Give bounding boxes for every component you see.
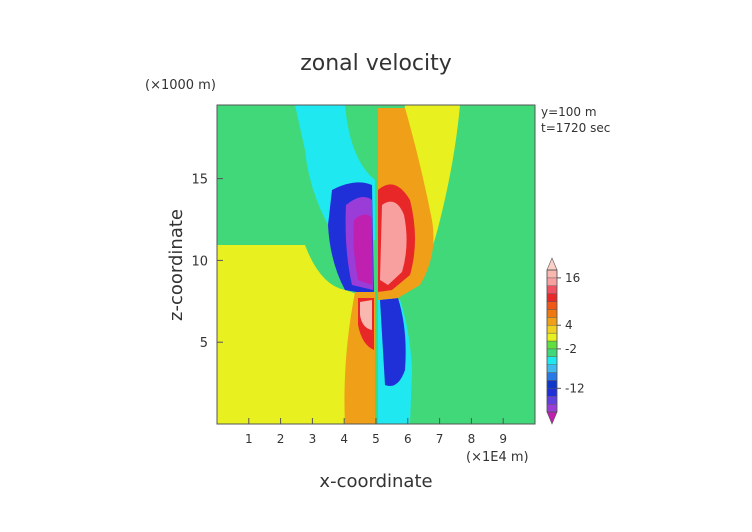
annotation-y: y=100 m (541, 105, 597, 119)
y-axis-ticks: 5 10 15 (191, 173, 223, 351)
colorbar-top-arrow (546, 257, 558, 271)
y-unit-label: (×1000 m) (145, 78, 216, 93)
contour-field (217, 105, 535, 424)
y-tick-label: 15 (191, 173, 208, 188)
colorbar-frame (546, 269, 558, 413)
colorbar-tick-label: 4 (565, 318, 573, 332)
upper-magenta-core (353, 214, 372, 285)
colorbar-segment (546, 380, 558, 389)
lower-left-pink-core (360, 300, 372, 330)
colorbar-segment (546, 372, 558, 381)
x-tick-label: 8 (468, 432, 476, 446)
lower-blue-lobe (380, 298, 406, 386)
colorbar-segment (546, 293, 558, 302)
y-tick-label: 5 (200, 336, 208, 351)
colorbar-segment (546, 356, 558, 365)
colorbar-segment (546, 301, 558, 310)
chart-title: zonal velocity (300, 51, 452, 76)
y-axis-label: z-coordinate (166, 209, 187, 321)
x-tick-label: 5 (372, 432, 380, 446)
colorbar-segment (546, 325, 558, 334)
colorbar-segment (546, 317, 558, 326)
x-tick-label: 9 (499, 432, 507, 446)
x-unit-label: (×1E4 m) (466, 450, 529, 465)
y-tick-label: 10 (191, 254, 208, 269)
colorbar-tick-label: 16 (565, 271, 580, 285)
colorbar-bottom-arrow (546, 411, 558, 425)
x-tick-label: 3 (309, 432, 317, 446)
colorbar-segment (546, 388, 558, 397)
colorbar-segment (546, 277, 558, 286)
x-tick-label: 4 (340, 432, 348, 446)
colorbar-segment (546, 403, 558, 413)
x-tick-label: 6 (404, 432, 412, 446)
colorbar-tick-label: -2 (565, 342, 577, 356)
x-tick-label: 1 (245, 432, 253, 446)
colorbar-segment (546, 364, 558, 373)
x-axis-label: x-coordinate (319, 471, 432, 492)
right-green-region (392, 245, 535, 424)
colorbar: 16 4 -2 -12 (546, 257, 585, 425)
colorbar-segment (546, 348, 558, 357)
lower-left-yellow-region (217, 245, 365, 424)
colorbar-segment (546, 309, 558, 318)
colorbar-tick-label: -12 (565, 381, 585, 395)
colorbar-segment (546, 285, 558, 294)
upper-right-pink-core (380, 201, 407, 285)
colorbar-segment (546, 269, 558, 279)
x-tick-label: 2 (277, 432, 285, 446)
annotation-t: t=1720 sec (541, 121, 610, 135)
colorbar-segment (546, 396, 558, 405)
x-tick-label: 7 (436, 432, 444, 446)
x-axis-ticks: 1 2 3 4 5 6 7 8 9 (245, 418, 507, 446)
colorbar-segment (546, 332, 558, 342)
colorbar-segment (546, 340, 558, 350)
